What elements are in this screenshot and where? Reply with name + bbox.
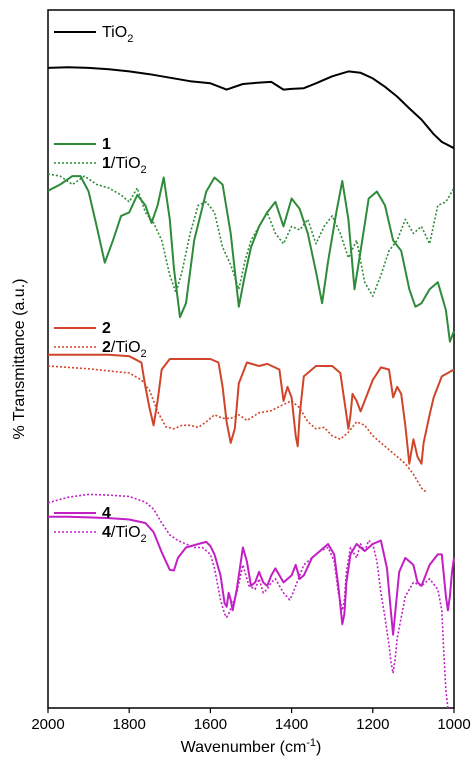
legend-label-bold: 4: [102, 524, 111, 541]
legend-label-5: 2/TiO2: [102, 339, 147, 360]
x-tick-label: 1200: [356, 716, 389, 733]
legend-label-bold: 2: [102, 320, 111, 337]
legend-label-sub: 2: [141, 533, 147, 545]
series-line-3: [47, 173, 455, 297]
series-line-1: [47, 66, 455, 150]
plot-frame: [47, 9, 455, 709]
legend-label-bold: 4: [102, 505, 111, 522]
legend-label-bold: 1: [102, 155, 111, 172]
legend-label-bold: 2: [102, 339, 111, 356]
legend-label-sub: 2: [141, 164, 147, 176]
legend-label-bold: 1: [102, 136, 111, 153]
legend-label-sub: 2: [127, 33, 133, 45]
legend-label-tail: TiO: [102, 24, 127, 41]
x-tick-label: 2000: [31, 716, 64, 733]
legend-label-6: 4: [102, 505, 111, 522]
series-line-2: [47, 175, 455, 343]
x-axis-ticks: 2000 1800 1600 1400 1200 1000: [31, 708, 471, 733]
legend-label-2: 1: [102, 136, 111, 153]
legend-label-tail: /TiO: [111, 524, 141, 541]
x-tick-label: 1800: [113, 716, 146, 733]
x-axis-title-tail: ): [316, 739, 321, 756]
legend-label-7: 4/TiO2: [102, 524, 147, 545]
legend-label-tail: /TiO: [111, 155, 141, 172]
x-axis-title: Wavenumber (cm-1): [181, 737, 322, 756]
x-tick-label: 1000: [437, 716, 470, 733]
legend-label-tail: /TiO: [111, 339, 141, 356]
x-axis-title-sup: -1: [306, 737, 316, 749]
legend-label-4: 2: [102, 320, 111, 337]
series-line-7: [47, 493, 449, 709]
y-axis-title: % Transmittance (a.u.): [11, 279, 28, 440]
x-axis-title-main: Wavenumber (cm: [181, 739, 307, 756]
legend-label-3: 1/TiO2: [102, 155, 147, 176]
series-line-5: [47, 365, 427, 493]
series-line-6: [48, 515, 455, 636]
x-tick-label: 1600: [194, 716, 227, 733]
legend-label-sub: 2: [141, 348, 147, 360]
series-line-4: [48, 353, 455, 465]
series-layer: [47, 66, 455, 709]
x-tick-label: 1400: [275, 716, 308, 733]
legend-label-1: TiO2: [102, 24, 133, 45]
